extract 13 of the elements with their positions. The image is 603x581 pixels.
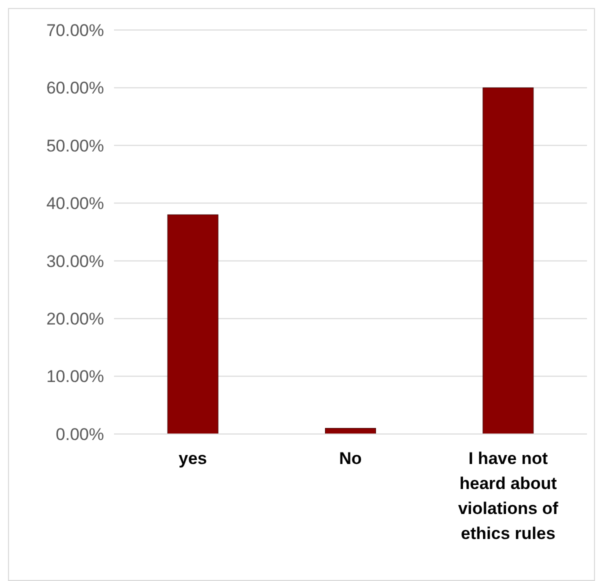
y-tick-label: 20.00%: [46, 310, 104, 329]
bar: [482, 87, 534, 434]
bar: [167, 214, 218, 434]
y-tick-label: 10.00%: [46, 367, 104, 386]
y-tick-label: 0.00%: [56, 424, 104, 444]
x-tick-label: yes: [178, 449, 208, 468]
y-tick-label: 70.00%: [46, 20, 104, 40]
x-tick-label: No: [339, 449, 362, 468]
x-tick-label: I have not heard about violations of ethics rules: [458, 449, 559, 543]
y-tick-label: 60.00%: [46, 78, 104, 98]
y-tick-label: 30.00%: [46, 252, 104, 271]
y-tick-label: 50.00%: [46, 136, 104, 156]
y-tick-label: 40.00%: [46, 194, 104, 214]
